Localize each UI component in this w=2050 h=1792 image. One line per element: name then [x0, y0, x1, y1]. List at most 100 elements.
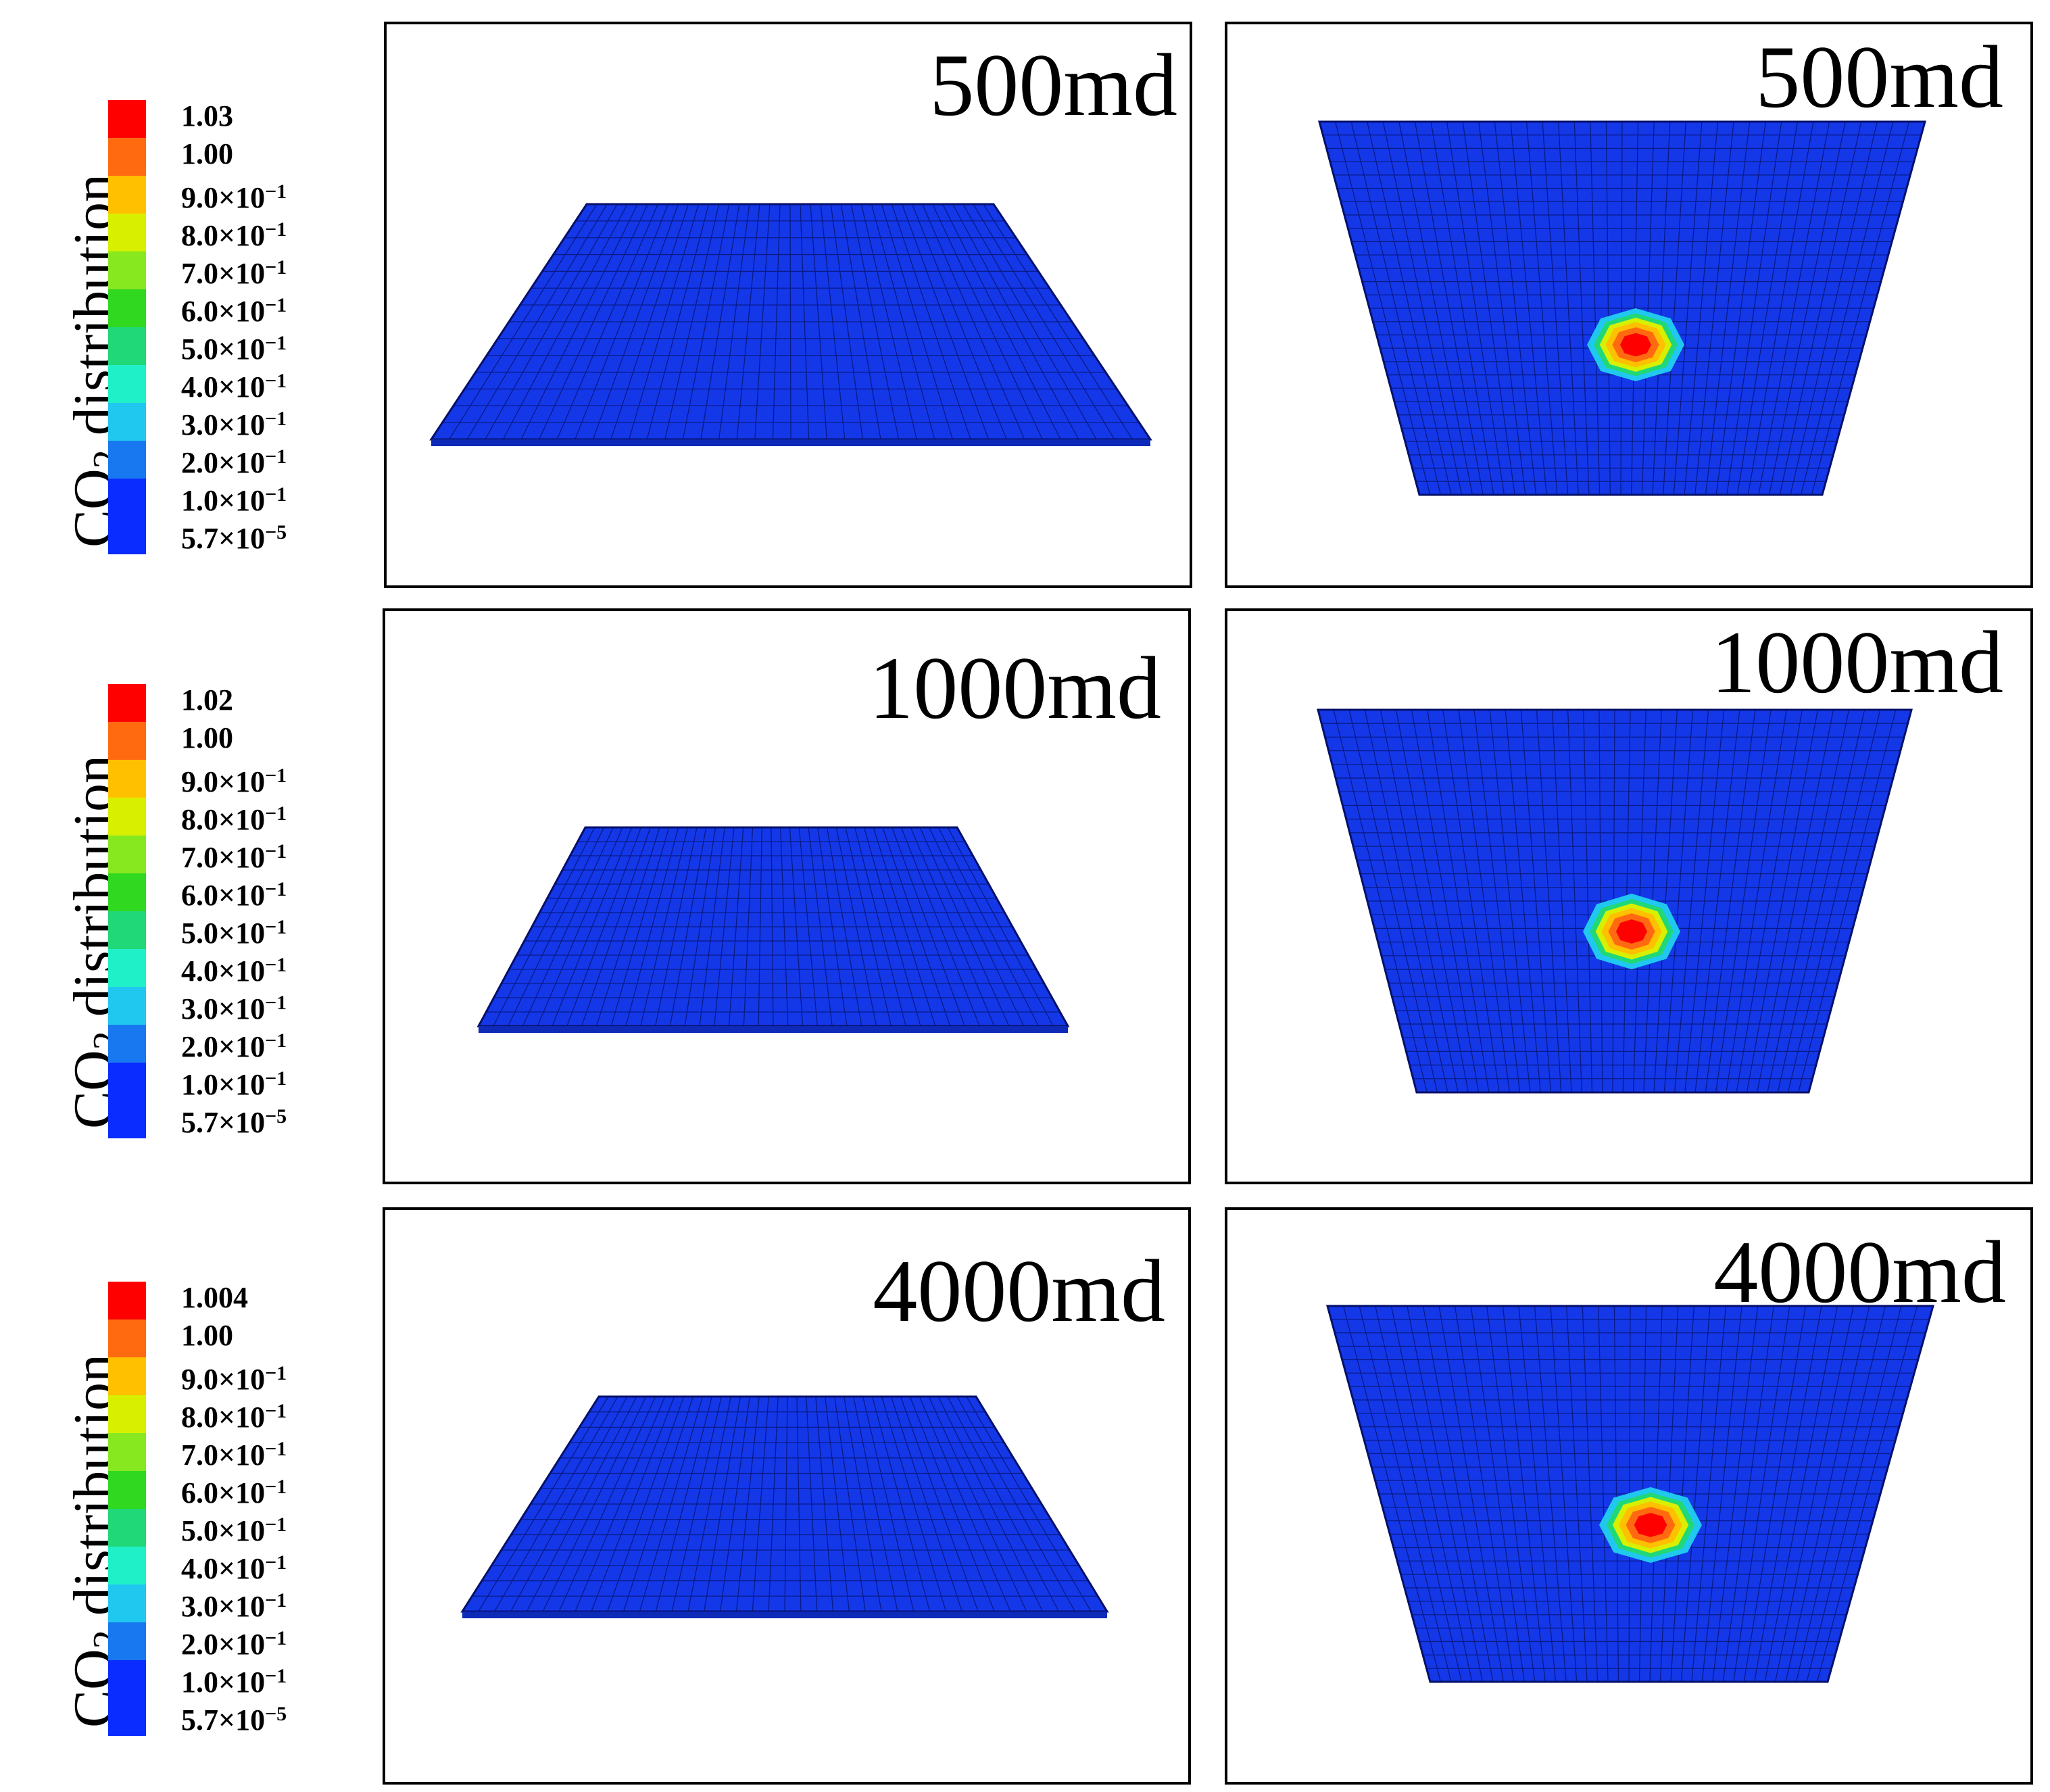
colorbar-tick-label: 1.0×10−1 [181, 483, 287, 517]
grid-lines [486, 827, 1060, 1027]
co2-plume-contour [1619, 333, 1652, 357]
colorbar-swatch [108, 100, 146, 138]
colorbar-tick-label: 2.0×10−1 [181, 1627, 287, 1661]
colorbar-tick-label: 6.0×10−1 [181, 1476, 287, 1509]
top-view-grid [1326, 1305, 1934, 1683]
colorbar-swatch [108, 949, 146, 987]
side-view-panel: 1000md [383, 608, 1191, 1184]
colorbar-swatch [108, 722, 146, 760]
permeability-label: 4000md [1713, 1222, 2006, 1322]
colorbar-tick-label: 9.0×10−1 [181, 180, 287, 214]
colorbar-swatch [108, 1025, 146, 1063]
co2-plume-contour [1634, 1513, 1667, 1537]
colorbar-tick-label: 1.004 [181, 1281, 248, 1314]
colorbar-swatch [108, 251, 146, 289]
side-view-grid [429, 203, 1152, 446]
colorbar-tick-label: 3.0×10−1 [181, 1589, 287, 1623]
side-view-grid [477, 826, 1070, 1033]
co2-plume-contour [1615, 919, 1648, 944]
permeability-label: 500md [1755, 27, 2003, 126]
colorbar-tick-label: 1.00 [181, 721, 233, 754]
top-view-grid [1318, 120, 1926, 496]
colorbar-swatch [108, 516, 146, 554]
colorbar-tick-label: 6.0×10−1 [181, 878, 287, 912]
colorbar-swatch [108, 1698, 146, 1736]
colorbar-tick-label: 2.0×10−1 [181, 1030, 287, 1063]
top-view-panel: 4000md [1225, 1207, 2033, 1785]
colorbar-tick-label: 1.00 [181, 137, 233, 170]
permeability-label: 4000md [873, 1241, 1165, 1340]
colorbar-tick-label: 7.0×10−1 [181, 840, 287, 874]
colorbar-swatch [108, 1547, 146, 1584]
colorbar-legend: CO2 distribution 1.004 1.00 9.0×10−1 8.0×10… [0, 1187, 365, 1768]
colorbar-swatch [108, 1509, 146, 1547]
colorbar-tick-label: 1.0×10−1 [181, 1665, 287, 1699]
colorbar-swatch [108, 911, 146, 949]
colorbar-swatch [108, 1433, 146, 1471]
colorbar-swatch [108, 1471, 146, 1509]
colorbar-tick-label: 1.0×10−1 [181, 1067, 287, 1101]
permeability-label: 1000md [1711, 612, 2003, 712]
colorbar-swatch [108, 798, 146, 836]
colorbar-swatch [108, 987, 146, 1025]
colorbar-swatch [108, 1660, 146, 1698]
colorbar-swatch [108, 138, 146, 176]
colorbar-swatch [108, 289, 146, 327]
side-view-panel: 4000md [383, 1207, 1191, 1785]
colorbar-tick-label: 4.0×10−1 [181, 370, 287, 404]
colorbar-swatch [108, 327, 146, 365]
colorbar-tick-label: 7.0×10−1 [181, 1438, 287, 1472]
colorbar-swatch [108, 1395, 146, 1433]
colorbar-legend: CO2 distribution 1.02 1.00 9.0×10−1 8.0×10−… [0, 588, 365, 1169]
side-view-panel: 500md [384, 22, 1192, 588]
colorbar-tick-label: 5.7×10−5 [181, 1703, 287, 1737]
colorbar-tick-label: 1.00 [181, 1319, 233, 1352]
colorbar-tick-label: 1.03 [181, 99, 233, 132]
colorbar-swatch [108, 684, 146, 722]
colorbar-swatch [108, 1100, 146, 1138]
top-view-panel: 1000md [1225, 608, 2033, 1184]
colorbar-tick-label: 8.0×10−1 [181, 218, 287, 252]
colorbar-tick-label: 5.0×10−1 [181, 916, 287, 950]
colorbar-swatch [108, 403, 146, 441]
grid-lines [472, 1396, 1098, 1612]
grid-lines [1321, 709, 1908, 1093]
top-view-grid [1317, 708, 1913, 1094]
colorbar-tick-label: 3.0×10−1 [181, 408, 287, 441]
grid-thickness-edge [462, 1612, 1107, 1618]
colorbar-tick-label: 8.0×10−1 [181, 1400, 287, 1434]
permeability-label: 1000md [869, 638, 1161, 737]
colorbar-tick-label: 7.0×10−1 [181, 256, 287, 290]
colorbar-swatch [108, 365, 146, 403]
grid-thickness-edge [431, 439, 1150, 446]
colorbar-legend: CO2 distribution 1.03 1.00 9.0×10−1 8.0×10−… [0, 0, 365, 581]
colorbar-tick-label: 9.0×10−1 [181, 1362, 287, 1396]
colorbar-swatch [108, 1584, 146, 1622]
colorbar-tick-label: 9.0×10−1 [181, 765, 287, 798]
colorbar-swatch [108, 760, 146, 798]
colorbar-swatch [108, 214, 146, 251]
colorbar-swatch [108, 1319, 146, 1357]
colorbar-swatch [108, 1622, 146, 1660]
colorbar-tick-label: 5.7×10−5 [181, 521, 287, 555]
colorbar-tick-label: 2.0×10−1 [181, 445, 287, 479]
colorbar-tick-label: 5.0×10−1 [181, 332, 287, 366]
colorbar-swatch [108, 873, 146, 911]
colorbar-tick-label: 4.0×10−1 [181, 954, 287, 988]
colorbar-tick-label: 4.0×10−1 [181, 1551, 287, 1585]
grid-lines [1331, 1305, 1930, 1682]
colorbar-swatch [108, 1063, 146, 1100]
colorbar-tick-label: 1.02 [181, 683, 233, 717]
colorbar-tick-label: 3.0×10−1 [181, 992, 287, 1025]
colorbar-swatch [108, 176, 146, 214]
colorbar-swatch [108, 836, 146, 873]
grid-thickness-edge [479, 1026, 1068, 1033]
grid-lines [442, 203, 1140, 440]
permeability-label: 500md [929, 35, 1177, 135]
colorbar-swatch [108, 1357, 146, 1395]
colorbar-tick-label: 5.0×10−1 [181, 1513, 287, 1547]
colorbar-tick-label: 8.0×10−1 [181, 802, 287, 836]
side-view-grid [460, 1395, 1109, 1618]
colorbar-swatch [108, 479, 146, 516]
colorbar-swatch [108, 441, 146, 479]
